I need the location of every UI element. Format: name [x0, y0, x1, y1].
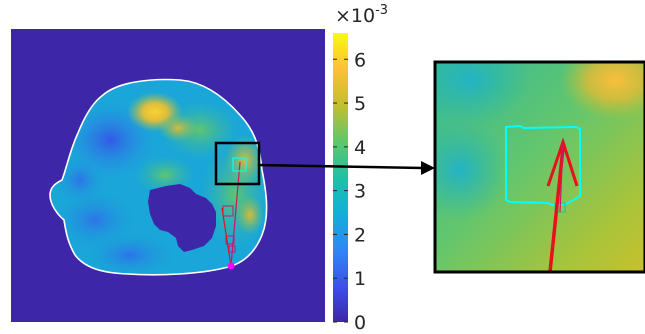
colorbar-tick-label: 6 — [354, 49, 366, 71]
colorbar-tick-label: 1 — [354, 268, 366, 290]
vector-lines — [221, 161, 241, 267]
excluded-region — [148, 184, 216, 252]
inset-roi-outline — [505, 124, 581, 207]
arrow-right-icon — [257, 161, 435, 175]
colorbar-tick-label: 3 — [354, 181, 366, 203]
vector-arrow-icon — [546, 137, 579, 272]
colorbar: ×10-3 0 1 2 3 4 5 6 — [333, 3, 388, 334]
heatmap-panel — [11, 29, 325, 322]
inset-zoom-panel — [433, 60, 645, 274]
colorbar-tick-label: 4 — [354, 137, 366, 159]
origin-marker — [227, 262, 235, 270]
colorbar-tick-label: 2 — [354, 224, 366, 246]
colorbar-tick-label: 5 — [354, 93, 366, 115]
cell-boundary — [49, 78, 268, 276]
colorbar-multiplier: ×10-3 — [335, 3, 388, 27]
zoom-region-frame — [214, 141, 261, 186]
roi-box — [232, 157, 247, 172]
colorbar-tick-label: 0 — [354, 312, 366, 334]
cell-heatmap — [50, 79, 267, 275]
colorbar-ticks: 0 1 2 3 4 5 6 — [333, 49, 366, 334]
inset-frame — [433, 60, 645, 274]
colorbar-gradient — [333, 33, 348, 322]
